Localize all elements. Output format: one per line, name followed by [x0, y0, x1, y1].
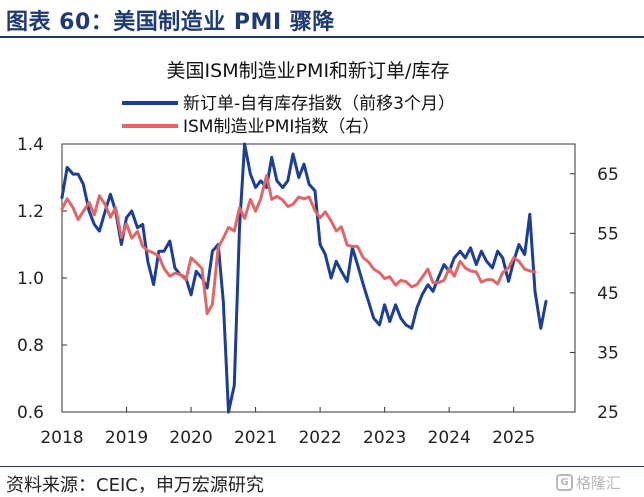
left-axis-ticks: 0.6 0.8 1.0 1.2 1.4	[17, 135, 67, 423]
right-tick-label: 45	[597, 284, 619, 304]
series-line-ism-pmi	[60, 174, 537, 316]
chart-title: 美国ISM制造业PMI和新订单/库存	[167, 60, 450, 82]
series-line-new-orders-inventory	[60, 142, 548, 414]
figure-title: 图表 60：美国制造业 PMI 骤降	[6, 10, 335, 35]
source-note: 资料来源：CEIC，申万宏源研究	[6, 475, 264, 496]
x-tick-label: 2022	[298, 428, 341, 448]
legend-label-series-0: 新订单-自有库存指数（前移3个月）	[183, 94, 455, 114]
title-rule	[0, 36, 644, 38]
x-tick-label: 2019	[105, 428, 148, 448]
right-axis-ticks: 25 35 45 55 65	[570, 165, 619, 423]
left-tick-label: 0.6	[17, 403, 44, 423]
right-tick-label: 55	[597, 224, 619, 244]
watermark-logo-icon: G	[556, 474, 573, 491]
x-tick-label: 2018	[40, 428, 83, 448]
x-tick-label: 2020	[169, 428, 212, 448]
plot-frame	[61, 143, 576, 413]
left-tick-label: 1.2	[17, 202, 44, 222]
left-tick-label: 1.4	[17, 135, 44, 155]
right-tick-label: 65	[597, 165, 619, 185]
legend-label-series-1: ISM制造业PMI指数（右）	[183, 117, 379, 137]
x-axis-ticks: 2018 2019 2020 2021 2022 2023 2024 2025	[40, 407, 535, 448]
right-tick-label: 35	[597, 343, 619, 363]
x-tick-label: 2023	[363, 428, 406, 448]
x-tick-label: 2025	[492, 428, 535, 448]
legend: 新订单-自有库存指数（前移3个月） ISM制造业PMI指数（右）	[122, 94, 455, 137]
chart: 美国ISM制造业PMI和新订单/库存 新订单-自有库存指数（前移3个月） ISM…	[17, 60, 619, 448]
left-tick-label: 0.8	[17, 336, 44, 356]
watermark: G 格隆汇	[556, 472, 621, 493]
right-tick-label: 25	[597, 403, 619, 423]
source-rule	[0, 466, 644, 467]
left-tick-label: 1.0	[17, 269, 44, 289]
x-tick-label: 2024	[428, 428, 471, 448]
watermark-text: 格隆汇	[576, 474, 622, 492]
x-tick-label: 2021	[234, 428, 277, 448]
